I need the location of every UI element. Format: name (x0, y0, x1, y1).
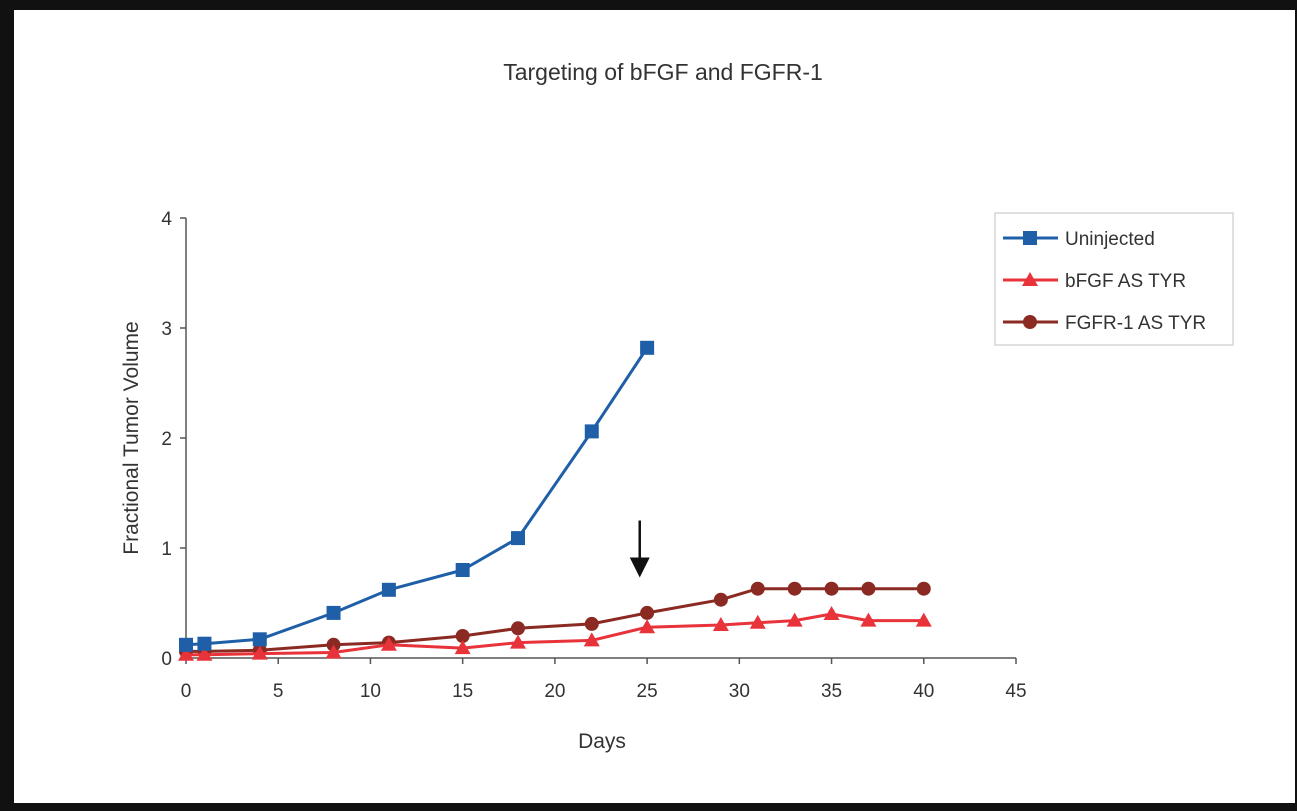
data-point-uninjected (640, 340, 655, 355)
y-axis-title: Fractional Tumor Volume (120, 321, 143, 554)
data-point-uninjected (252, 632, 267, 647)
legend-marker (1023, 315, 1037, 329)
x-tick-label: 40 (913, 681, 934, 702)
data-point-fgfr-1-as-tyr (861, 581, 876, 596)
y-tick-label: 1 (161, 539, 172, 560)
series-uninjected (179, 340, 655, 652)
data-point-fgfr-1-as-tyr (511, 621, 525, 636)
y-tick-label: 3 (161, 319, 172, 340)
data-point-fgfr-1-as-tyr (713, 592, 728, 607)
data-point-uninjected (179, 637, 193, 652)
data-point-bfgf-as-tyr (915, 612, 932, 627)
data-point-uninjected (197, 636, 212, 651)
data-point-bfgf-as-tyr (251, 645, 268, 660)
data-point-fgfr-1-as-tyr (824, 581, 839, 596)
data-point-fgfr-1-as-tyr (640, 605, 655, 620)
x-tick-label: 30 (729, 681, 750, 702)
data-point-bfgf-as-tyr (380, 636, 397, 651)
data-point-bfgf-as-tyr (860, 612, 877, 627)
chart-title: Targeting of bFGF and FGFR-1 (503, 59, 823, 85)
data-point-bfgf-as-tyr (583, 632, 600, 647)
legend-item: FGFR-1 AS TYR (1003, 313, 1206, 334)
data-point-fgfr-1-as-tyr (787, 581, 802, 596)
down-arrow-icon (629, 520, 650, 578)
data-point-uninjected (584, 424, 599, 439)
data-point-uninjected (326, 605, 341, 620)
data-point-uninjected (381, 582, 396, 597)
data-point-bfgf-as-tyr (749, 614, 766, 629)
legend-item: bFGF AS TYR (1003, 271, 1186, 292)
series-line-uninjected (185, 346, 649, 647)
x-tick-label: 20 (544, 681, 565, 702)
legend-marker (1023, 231, 1037, 245)
data-point-bfgf-as-tyr (178, 646, 194, 661)
data-point-bfgf-as-tyr (510, 634, 526, 649)
data-point-bfgf-as-tyr (639, 619, 656, 634)
data-point-uninjected (511, 531, 525, 546)
y-tick-label: 2 (161, 429, 172, 450)
legend-label: FGFR-1 AS TYR (1065, 313, 1206, 334)
data-point-fgfr-1-as-tyr (584, 616, 599, 631)
series-layer (178, 340, 932, 661)
data-point-bfgf-as-tyr (823, 606, 840, 620)
annotation-layer (629, 520, 650, 578)
series-bfgf-as-tyr (178, 606, 932, 661)
x-axis-ticks: 0 5 10 15 20 25 30 35 40 45 (181, 658, 1027, 702)
legend-label: Uninjected (1065, 229, 1155, 250)
x-tick-label: 0 (181, 681, 192, 702)
y-tick-label: 4 (161, 209, 172, 230)
x-tick-label: 10 (360, 681, 381, 702)
data-point-bfgf-as-tyr (786, 612, 803, 627)
data-point-bfgf-as-tyr (325, 644, 342, 659)
legend: Uninjected bFGF AS TYR FGFR-1 AS TYR (994, 212, 1234, 346)
x-axis-title: Days (578, 730, 626, 753)
series-fgfr-1-as-tyr (179, 581, 931, 659)
data-point-bfgf-as-tyr (196, 646, 213, 661)
data-point-uninjected (455, 563, 470, 577)
x-tick-label: 5 (273, 681, 284, 702)
x-tick-label: 35 (821, 681, 842, 702)
legend-marker (1022, 272, 1038, 286)
x-tick-label: 25 (637, 681, 658, 702)
data-point-bfgf-as-tyr (454, 640, 471, 655)
x-tick-label: 45 (1005, 681, 1026, 702)
legend-label: bFGF AS TYR (1065, 271, 1186, 292)
y-tick-label: 0 (161, 649, 172, 670)
y-axis-ticks: 0 1 2 3 4 (161, 209, 186, 670)
legend-item: Uninjected (1003, 229, 1155, 250)
x-tick-label: 15 (452, 681, 473, 702)
data-point-fgfr-1-as-tyr (455, 629, 470, 643)
data-point-bfgf-as-tyr (712, 617, 729, 631)
data-point-fgfr-1-as-tyr (916, 581, 931, 596)
data-point-fgfr-1-as-tyr (750, 581, 765, 596)
